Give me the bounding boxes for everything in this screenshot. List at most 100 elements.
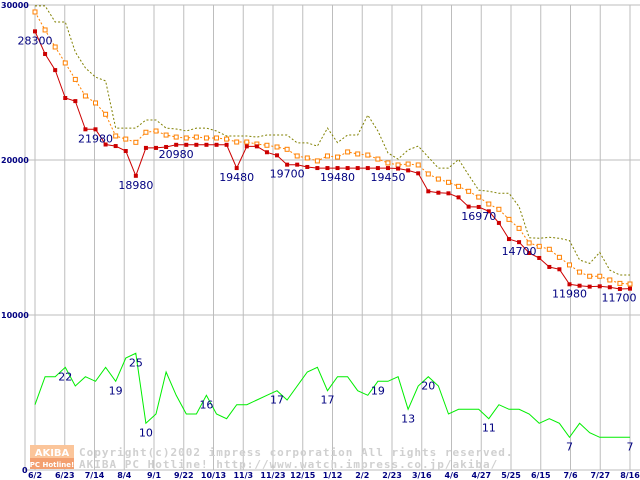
data-point-average-price	[62, 60, 68, 66]
x-tick-label: 4/27	[471, 471, 491, 480]
data-point-min-price	[486, 209, 491, 214]
x-tick-label: 10/13	[201, 471, 226, 480]
data-point-min-price	[275, 153, 280, 158]
data-point-average-price	[526, 240, 532, 246]
copyright-text: Copyright(c)2002 impress corporation All…	[79, 446, 514, 459]
data-point-min-price	[184, 142, 189, 147]
data-point-min-price	[133, 173, 138, 178]
data-point-average-price	[42, 27, 48, 33]
data-point-average-price	[345, 149, 351, 155]
series-line-max-price	[35, 5, 630, 276]
data-point-average-price	[395, 162, 401, 168]
data-point-average-price	[546, 246, 552, 252]
data-point-average-price	[496, 206, 502, 212]
data-point-min-price	[315, 166, 320, 171]
data-point-min-price	[345, 166, 350, 171]
price-label: 19480	[320, 171, 355, 184]
data-point-average-price	[244, 139, 250, 145]
data-point-min-price	[83, 127, 88, 132]
data-point-average-price	[597, 273, 603, 279]
data-point-min-price	[164, 144, 169, 149]
count-label: 16	[199, 398, 213, 411]
count-label: 7	[566, 440, 573, 453]
data-point-min-price	[285, 162, 290, 167]
data-point-average-price	[143, 129, 149, 135]
data-point-average-price	[203, 135, 209, 141]
x-tick-label: 6/2	[28, 471, 42, 480]
data-point-min-price	[385, 166, 390, 171]
site-url-text: AKIBA PC Hotline! http://www.watch.impre…	[79, 458, 498, 471]
data-point-average-price	[385, 160, 391, 166]
price-label: 21980	[78, 132, 113, 145]
data-point-min-price	[194, 142, 199, 147]
data-point-min-price	[295, 162, 300, 167]
data-point-average-price	[476, 194, 482, 200]
series-line-shop-count	[34, 352, 630, 439]
data-point-min-price	[53, 68, 58, 73]
data-point-min-price	[365, 166, 370, 171]
data-point-average-price	[304, 155, 310, 161]
data-point-average-price	[264, 142, 270, 148]
series-layer	[32, 5, 633, 439]
data-point-min-price	[103, 142, 108, 147]
count-label: 10	[139, 426, 153, 439]
data-point-average-price	[183, 135, 189, 141]
data-point-min-price	[506, 237, 511, 242]
data-point-average-price	[445, 179, 451, 185]
data-point-min-price	[113, 144, 118, 149]
data-point-average-price	[617, 280, 623, 286]
logo-bottom-text: PC Hotline!	[30, 461, 74, 469]
logo-bottom-bg	[30, 458, 74, 469]
data-point-average-price	[566, 262, 572, 268]
count-label: 13	[401, 412, 415, 425]
x-tick-label: 4/6	[444, 471, 458, 480]
data-point-average-price	[506, 216, 512, 222]
data-point-min-price	[446, 191, 451, 196]
price-label: 14700	[502, 245, 537, 258]
x-tick-label: 9/1	[147, 471, 161, 480]
data-point-min-price	[214, 142, 219, 147]
data-point-min-price	[416, 171, 421, 176]
data-point-average-price	[234, 139, 240, 145]
data-point-min-price	[517, 240, 522, 245]
data-point-average-price	[113, 133, 119, 139]
x-tick-label: 2/2	[355, 471, 369, 480]
data-point-min-price	[174, 142, 179, 147]
x-tick-label: 8/4	[117, 471, 131, 480]
data-point-min-price	[476, 204, 481, 209]
data-point-average-price	[133, 139, 139, 145]
data-point-min-price	[577, 283, 582, 288]
data-point-min-price	[617, 286, 622, 291]
data-point-min-price	[406, 168, 411, 173]
data-point-average-price	[103, 111, 109, 117]
data-point-average-price	[123, 136, 129, 142]
x-tick-label: 6/23	[55, 471, 75, 480]
x-tick-label: 7/6	[563, 471, 577, 480]
data-point-min-price	[244, 144, 249, 149]
data-point-min-price	[456, 195, 461, 200]
data-point-average-price	[415, 162, 421, 168]
watermark: AKIBA PC Hotline! Copyright(c)2002 impre…	[30, 445, 514, 471]
x-tick-label: 11/3	[233, 471, 253, 480]
count-label: 19	[109, 384, 123, 397]
data-point-min-price	[234, 166, 239, 171]
count-label: 17	[320, 394, 334, 407]
data-point-average-price	[82, 93, 88, 99]
data-point-average-price	[193, 134, 199, 140]
y-tick-label: 20000	[1, 156, 29, 165]
data-point-min-price	[375, 166, 380, 171]
data-point-average-price	[335, 154, 341, 160]
count-label: 7	[627, 440, 634, 453]
data-point-min-price	[355, 166, 360, 171]
data-labels: 28300 21980 18980 20980 19480 19700 19480 19450…	[18, 34, 637, 453]
x-tick-label: 3/16	[412, 471, 432, 480]
y-tick-label: 30000	[1, 1, 29, 10]
data-point-average-price	[93, 100, 99, 106]
data-point-average-price	[435, 176, 441, 182]
data-point-min-price	[587, 284, 592, 289]
data-point-min-price	[537, 255, 542, 260]
data-point-min-price	[143, 145, 148, 150]
data-point-average-price	[627, 281, 633, 287]
